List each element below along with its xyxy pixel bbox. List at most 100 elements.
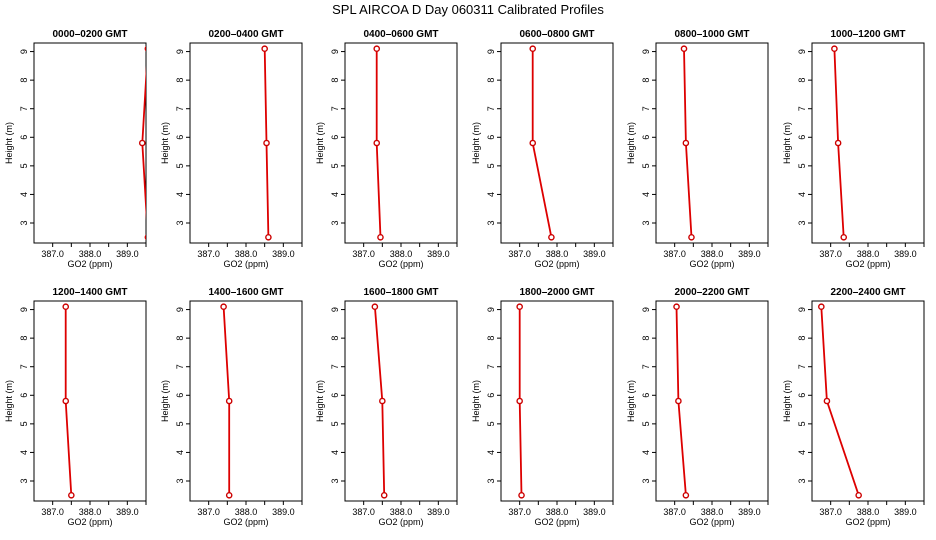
x-tick-label: 388.0 — [857, 249, 880, 259]
plot-frame — [33, 300, 147, 502]
y-axis-label: Height (m) — [160, 380, 170, 422]
plot-frame — [33, 42, 147, 244]
y-tick-label: 9 — [641, 49, 651, 54]
data-point — [516, 397, 523, 405]
y-tick-label: 9 — [19, 307, 29, 312]
y-tick-label: 9 — [797, 49, 807, 54]
data-point — [688, 233, 695, 241]
panel-title: 0800–1000 GMT — [674, 29, 749, 40]
y-tick-label: 5 — [486, 421, 496, 426]
panel-title: 1400–1600 GMT — [208, 287, 283, 298]
data-point — [220, 303, 227, 311]
y-tick-label: 4 — [797, 192, 807, 197]
y-tick-label: 4 — [641, 192, 651, 197]
y-axis-label: Height (m) — [471, 380, 481, 422]
y-tick-label: 8 — [486, 336, 496, 341]
x-tick-label: 387.0 — [508, 507, 531, 517]
x-axis-label: GO2 (ppm) — [534, 259, 579, 269]
plot-frame — [344, 42, 458, 244]
y-tick-label: 8 — [641, 78, 651, 83]
y-tick-label: 6 — [19, 393, 29, 398]
x-axis-label: GO2 (ppm) — [845, 517, 890, 527]
y-axis-label: Height (m) — [4, 380, 14, 422]
data-point — [682, 491, 690, 499]
y-tick-label: 4 — [330, 192, 340, 197]
y-axis-label: Height (m) — [4, 122, 14, 164]
y-tick-label: 6 — [486, 135, 496, 140]
y-tick-label: 6 — [641, 393, 651, 398]
x-axis-label: GO2 (ppm) — [689, 259, 734, 269]
panel-title: 0200–0400 GMT — [208, 29, 283, 40]
panel-title: 0600–0800 GMT — [519, 29, 594, 40]
y-tick-label: 5 — [175, 421, 185, 426]
plot-frame — [500, 42, 614, 244]
y-tick-label: 7 — [19, 364, 29, 369]
y-tick-label: 3 — [486, 478, 496, 483]
x-tick-label: 389.0 — [738, 507, 761, 517]
data-point — [548, 233, 555, 241]
x-tick-label: 388.0 — [546, 507, 569, 517]
y-tick-label: 5 — [641, 163, 651, 168]
x-tick-label: 387.0 — [41, 249, 64, 259]
data-point — [265, 233, 272, 241]
y-tick-label: 9 — [175, 307, 185, 312]
x-tick-label: 389.0 — [894, 249, 917, 259]
plot-frame — [344, 300, 458, 502]
panel-title: 1200–1400 GMT — [52, 287, 127, 298]
profile-panel: 1600–1800 GMT 387.0 388.0 389.0 3 4 5 6 7 8 9 GO2 (… — [315, 287, 458, 527]
data-point — [818, 303, 825, 311]
profile-panel: 0600–0800 GMT 387.0 388.0 389.0 3 4 5 6 7 8 9 GO2 (… — [471, 29, 614, 269]
x-tick-label: 387.0 — [41, 507, 64, 517]
data-point — [373, 139, 381, 147]
x-tick-label: 388.0 — [701, 249, 724, 259]
y-tick-label: 6 — [330, 393, 340, 398]
panel-title: 2200–2400 GMT — [830, 287, 905, 298]
profile-panel: 1800–2000 GMT 387.0 388.0 389.0 3 4 5 6 7 8 9 GO2 (… — [471, 287, 614, 527]
profile-panel: 0200–0400 GMT 387.0 388.0 389.0 3 4 5 6 7 8 9 GO2 (… — [160, 29, 303, 269]
y-tick-label: 5 — [797, 163, 807, 168]
y-tick-label: 6 — [175, 135, 185, 140]
x-tick-label: 388.0 — [235, 507, 258, 517]
x-tick-label: 389.0 — [272, 507, 295, 517]
data-point — [529, 139, 537, 147]
data-point — [673, 303, 680, 311]
data-point — [379, 397, 386, 405]
y-tick-label: 6 — [797, 135, 807, 140]
x-axis-label: GO2 (ppm) — [223, 259, 268, 269]
data-point — [144, 234, 146, 241]
y-tick-label: 7 — [486, 106, 496, 111]
profile-panel: 0800–1000 GMT 387.0 388.0 389.0 3 4 5 6 7 8 9 GO2 (… — [626, 29, 769, 269]
y-tick-label: 5 — [330, 421, 340, 426]
y-axis-label: Height (m) — [315, 380, 325, 422]
y-axis-label: Height (m) — [782, 122, 792, 164]
y-tick-label: 7 — [797, 364, 807, 369]
y-tick-label: 7 — [175, 106, 185, 111]
y-tick-label: 9 — [19, 49, 29, 54]
x-axis-label: GO2 (ppm) — [845, 259, 890, 269]
data-point — [261, 45, 268, 53]
y-tick-label: 3 — [175, 478, 185, 483]
data-point — [831, 45, 838, 53]
x-tick-label: 389.0 — [116, 249, 139, 259]
y-tick-label: 4 — [486, 192, 496, 197]
data-point — [840, 233, 848, 241]
y-tick-label: 9 — [641, 307, 651, 312]
y-tick-label: 7 — [330, 364, 340, 369]
x-axis-label: GO2 (ppm) — [378, 259, 423, 269]
y-tick-label: 9 — [175, 49, 185, 54]
y-tick-label: 8 — [486, 78, 496, 83]
y-tick-label: 7 — [797, 106, 807, 111]
y-tick-label: 6 — [19, 135, 29, 140]
plot-frame — [189, 42, 303, 244]
y-tick-label: 8 — [797, 78, 807, 83]
x-tick-label: 389.0 — [116, 507, 139, 517]
y-tick-label: 3 — [330, 220, 340, 225]
x-tick-label: 387.0 — [352, 507, 375, 517]
y-tick-label: 4 — [19, 192, 29, 197]
y-tick-label: 5 — [330, 163, 340, 168]
y-tick-label: 7 — [641, 106, 651, 111]
data-point — [373, 45, 381, 53]
data-point — [263, 139, 270, 147]
x-tick-label: 388.0 — [546, 249, 569, 259]
y-axis-label: Height (m) — [315, 122, 325, 164]
